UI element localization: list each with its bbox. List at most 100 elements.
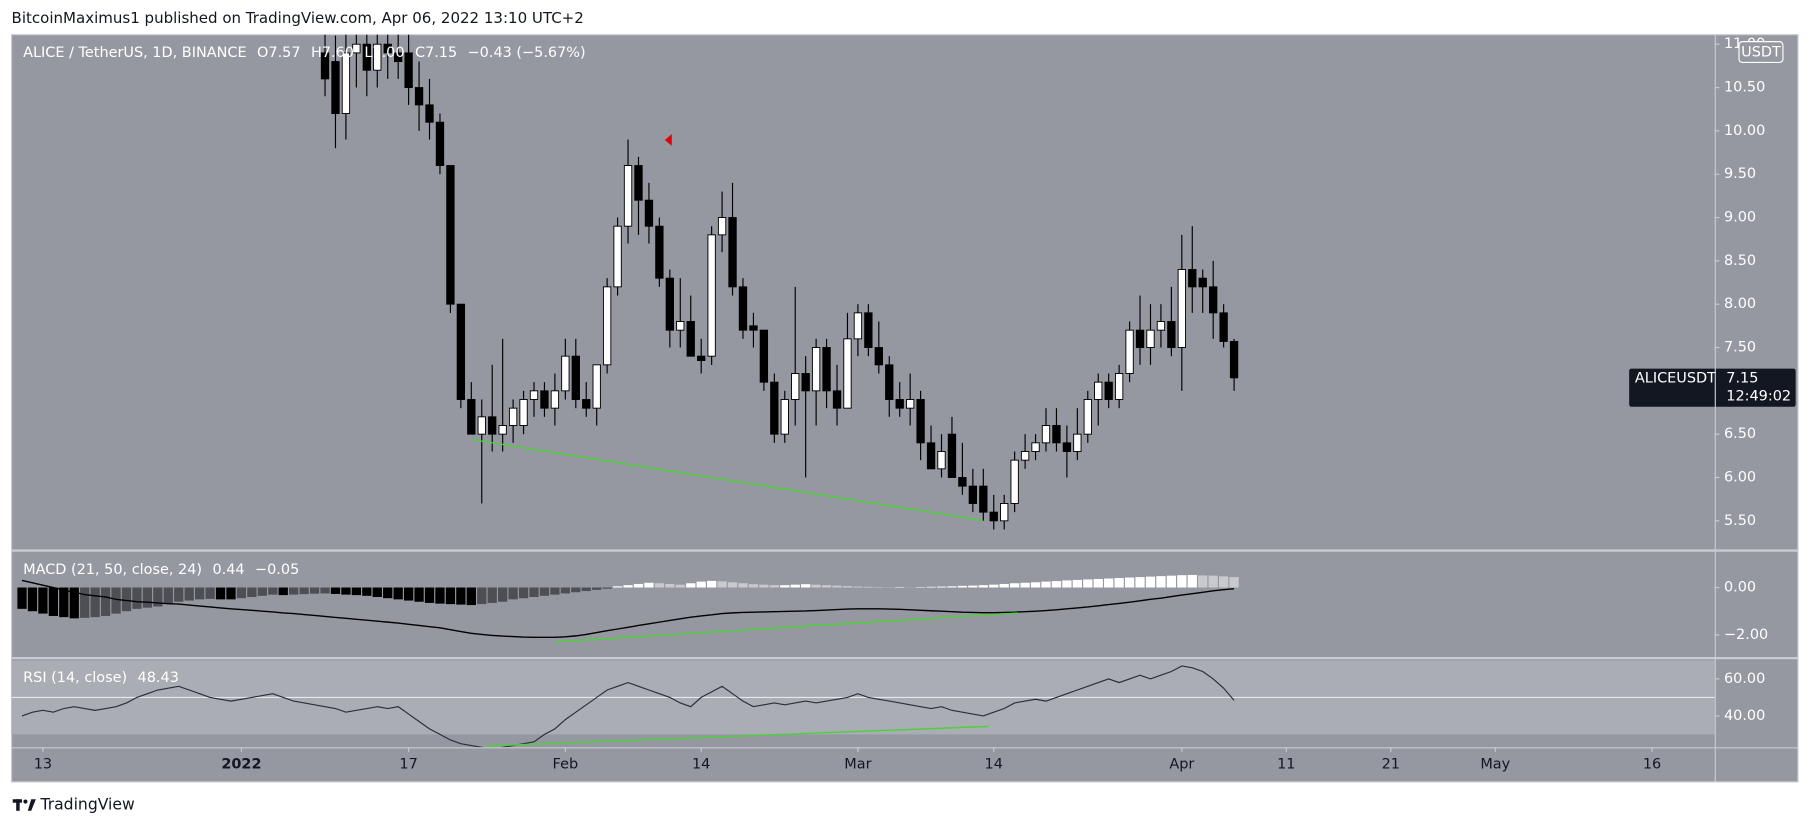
macd-histogram-bar [1229, 577, 1239, 588]
currency-box [1738, 41, 1784, 64]
candle-body [843, 338, 852, 409]
macd-histogram-bar [602, 587, 612, 589]
macd-histogram-bar [675, 584, 685, 588]
macd-histogram-bar [1041, 581, 1051, 588]
macd-histogram-bar [780, 585, 790, 588]
candle-body [707, 234, 716, 357]
macd-histogram-bar [247, 587, 257, 597]
candle-body [1188, 269, 1197, 288]
candle-body [1083, 399, 1092, 435]
candle-body [592, 364, 601, 409]
candle-body [1062, 442, 1072, 452]
macd-histogram-bar [644, 582, 654, 588]
candle-body [1156, 321, 1166, 331]
macd-histogram-bar [289, 587, 299, 595]
macd-histogram-bar [1093, 578, 1103, 588]
macd-histogram-bar [957, 585, 968, 588]
candle-body [676, 321, 685, 331]
candle-body [1125, 329, 1134, 374]
legend-value: H7.60 [311, 45, 354, 61]
macd-histogram-bar [142, 587, 153, 608]
macd-histogram-bar [508, 587, 518, 600]
y-tick-label: 6.50 [1724, 426, 1756, 442]
macd-histogram-bar [1166, 575, 1177, 588]
candle-body [1041, 425, 1051, 444]
candle-body [989, 511, 998, 522]
macd-histogram-bar [926, 586, 936, 588]
candle-body [644, 199, 654, 227]
macd-histogram-bar [194, 587, 205, 600]
y-tick-label: 6.00 [1724, 469, 1756, 485]
candle-body [728, 217, 737, 288]
y-tick-label: 60.00 [1724, 671, 1765, 687]
macd-histogram-bar [654, 583, 665, 588]
x-tick-label: 11 [1277, 757, 1295, 773]
publish-header: BitcoinMaximus1 published on TradingView… [12, 9, 584, 27]
candle-body [341, 52, 351, 115]
y-tick-label: 40.00 [1724, 708, 1765, 724]
macd-histogram-bar [226, 587, 236, 600]
candle-body [613, 225, 622, 288]
candle-body [937, 451, 946, 470]
rsi-line [21, 665, 1235, 748]
macd-histogram-bar [69, 587, 79, 619]
macd-histogram-bar [403, 587, 414, 601]
x-tick-label: Apr [1169, 757, 1194, 773]
macd-histogram-bar [790, 584, 800, 588]
candle-body [529, 390, 539, 400]
y-tick-label: 5.50 [1724, 513, 1756, 529]
candle-body [697, 355, 706, 361]
macd-histogram-bar [759, 584, 769, 588]
macd-histogram-bar [372, 587, 382, 597]
x-tick-label: Feb [553, 757, 579, 773]
macd-histogram-bar [571, 587, 581, 593]
marker-arrow [664, 134, 672, 146]
candle-body [759, 329, 769, 383]
macd-histogram-bar [1010, 583, 1020, 588]
macd-histogram-bar [769, 585, 779, 588]
y-tick-label: −2.00 [1724, 627, 1768, 643]
macd-histogram-bar [686, 583, 696, 588]
macd-histogram-bar [498, 587, 508, 602]
candle-body [404, 52, 413, 89]
macd-histogram-bar [1156, 576, 1166, 588]
candle-body [885, 364, 894, 400]
macd-histogram-bar [445, 587, 456, 605]
macd-histogram-bar [832, 585, 842, 588]
y-tick-label: 0.00 [1724, 580, 1756, 596]
macd-histogram-bar [38, 587, 48, 614]
candle-body [414, 87, 424, 106]
candle-body [832, 390, 842, 409]
macd-histogram-bar [299, 587, 309, 595]
candle-body [801, 373, 810, 392]
candle-body [1073, 433, 1082, 452]
macd-histogram-bar [59, 587, 69, 618]
candle-body [895, 399, 904, 409]
pane-legend: RSI (14, close) 48.43 [23, 670, 179, 686]
candle-body [905, 399, 915, 409]
x-tick-label: 13 [34, 757, 52, 773]
macd-histogram-bar [309, 587, 320, 594]
macd-histogram-bar [1062, 580, 1072, 588]
symbol-label: ALICEUSDT [1635, 370, 1716, 386]
trend-line [554, 612, 1018, 643]
candle-body [467, 399, 476, 435]
currency: USDT [1741, 45, 1781, 61]
candle-body [1114, 373, 1124, 400]
candle-body [1031, 442, 1040, 452]
candle-body [508, 407, 518, 426]
macd-histogram-bar [163, 587, 173, 605]
candle-body [477, 416, 486, 435]
macd-histogram-bar [236, 587, 247, 599]
candle-body [1167, 321, 1176, 348]
macd-histogram-bar [268, 587, 278, 595]
candle-body [822, 347, 831, 392]
legend-value: O7.57 [257, 45, 301, 61]
candle-body [394, 52, 403, 63]
macd-histogram-bar [989, 584, 999, 588]
macd-histogram-bar [1177, 575, 1187, 588]
macd-histogram-bar [383, 587, 393, 599]
x-tick-label: Mar [844, 757, 871, 773]
y-tick-label: 10.00 [1724, 123, 1765, 139]
